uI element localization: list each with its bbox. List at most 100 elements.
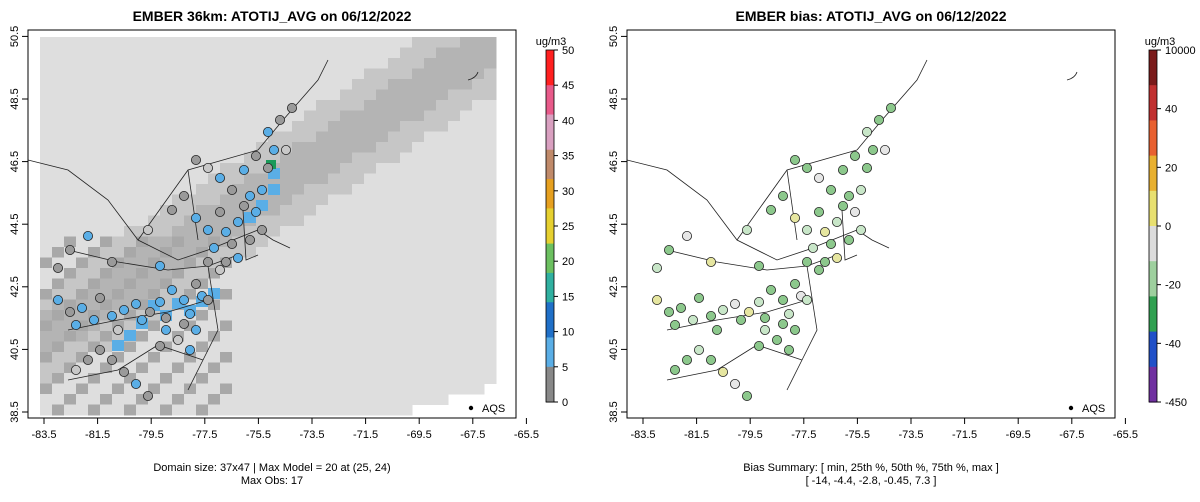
grid-cell bbox=[208, 194, 221, 206]
model-panel: EMBER 36km: ATOTIJ_AVG on 06/12/2022 -83… bbox=[9, 8, 574, 487]
grid-cell bbox=[472, 299, 485, 311]
grid-cell bbox=[100, 383, 113, 395]
grid-cell bbox=[400, 110, 413, 122]
grid-cell bbox=[280, 394, 293, 405]
grid-cell bbox=[484, 68, 497, 80]
colorbar-segment bbox=[1149, 96, 1157, 104]
colorbar-segment bbox=[546, 231, 554, 239]
colorbar-segment bbox=[1149, 184, 1157, 192]
y-tick-label: 46.5 bbox=[9, 151, 21, 172]
grid-cell bbox=[160, 257, 173, 269]
grid-cell bbox=[448, 79, 461, 90]
colorbar-tick-label: 10000 bbox=[1165, 45, 1196, 57]
colorbar-segment bbox=[1149, 284, 1157, 292]
grid-cell bbox=[268, 226, 281, 237]
grid-cell bbox=[124, 173, 137, 185]
grid-cell bbox=[172, 110, 185, 122]
grid-cell bbox=[472, 110, 485, 122]
grid-cell bbox=[160, 184, 173, 195]
grid-cell bbox=[340, 121, 353, 132]
grid-cell bbox=[208, 47, 221, 59]
grid-cell bbox=[364, 173, 377, 185]
grid-cell bbox=[184, 404, 197, 416]
grid-cell bbox=[232, 299, 245, 311]
grid-cell bbox=[436, 310, 449, 321]
grid-cell bbox=[244, 205, 257, 216]
grid-cell bbox=[460, 131, 473, 143]
grid-cell bbox=[124, 320, 137, 332]
colorbar-segment bbox=[1149, 61, 1157, 69]
grid-cell bbox=[460, 173, 473, 185]
grid-cell bbox=[52, 142, 65, 153]
grid-cell bbox=[304, 215, 317, 227]
grid-cell bbox=[88, 100, 101, 111]
grid-cell bbox=[184, 58, 197, 69]
grid-cell bbox=[232, 226, 245, 237]
bias-footer-line-2: [ -14, -4.4, -2.8, -0.45, 7.3 ] bbox=[806, 475, 937, 487]
grid-cell bbox=[88, 79, 101, 90]
grid-cell bbox=[256, 89, 269, 101]
grid-cell bbox=[76, 383, 89, 395]
grid-cell bbox=[316, 100, 329, 111]
grid-cell bbox=[52, 236, 65, 248]
grid-cell bbox=[136, 205, 149, 216]
grid-cell bbox=[280, 194, 293, 206]
grid-cell bbox=[136, 383, 149, 395]
grid-cell bbox=[268, 362, 281, 374]
grid-cell bbox=[64, 89, 77, 101]
obs-site-marker bbox=[268, 144, 279, 155]
grid-cell bbox=[280, 173, 293, 185]
grid-cell bbox=[448, 173, 461, 185]
grid-cell bbox=[220, 163, 233, 174]
grid-cell bbox=[352, 100, 365, 111]
bias-site-marker bbox=[886, 103, 897, 114]
grid-cell bbox=[148, 383, 161, 395]
bias-site-marker bbox=[754, 296, 765, 307]
grid-cell bbox=[268, 79, 281, 90]
grid-cell bbox=[328, 131, 341, 143]
grid-cell bbox=[64, 194, 77, 206]
grid-cell bbox=[352, 58, 365, 69]
grid-cell bbox=[208, 215, 221, 227]
grid-cell bbox=[268, 268, 281, 279]
model-colorbar bbox=[545, 49, 555, 403]
grid-cell bbox=[136, 37, 149, 48]
bias-panel-title: EMBER bias: ATOTIJ_AVG on 06/12/2022 bbox=[735, 8, 1006, 24]
grid-cell bbox=[112, 352, 125, 363]
grid-cell bbox=[328, 373, 341, 384]
colorbar-segment bbox=[546, 149, 554, 157]
grid-cell bbox=[208, 268, 221, 279]
grid-cell bbox=[472, 100, 485, 111]
colorbar-segment bbox=[546, 155, 554, 163]
grid-cell bbox=[328, 299, 341, 311]
grid-cell bbox=[112, 331, 125, 342]
grid-cell bbox=[436, 299, 449, 311]
grid-cell bbox=[472, 289, 485, 300]
grid-cell bbox=[292, 121, 305, 132]
grid-cell bbox=[400, 37, 413, 48]
grid-cell bbox=[232, 404, 245, 416]
grid-cell bbox=[316, 404, 329, 416]
grid-cell bbox=[448, 58, 461, 69]
grid-cell-high bbox=[244, 212, 256, 223]
colorbar-segment bbox=[546, 108, 554, 116]
grid-cell bbox=[340, 299, 353, 311]
grid-cell bbox=[52, 79, 65, 90]
grid-cell bbox=[244, 362, 257, 374]
grid-cell bbox=[484, 58, 497, 69]
grid-cell bbox=[280, 373, 293, 384]
grid-cell bbox=[76, 131, 89, 143]
colorbar-segment bbox=[546, 331, 554, 339]
grid-cell bbox=[472, 58, 485, 69]
x-tick-label: -83.5 bbox=[630, 429, 655, 441]
grid-cell bbox=[292, 226, 305, 237]
obs-site-marker bbox=[214, 172, 225, 183]
grid-cell bbox=[304, 110, 317, 122]
grid-cell bbox=[412, 100, 425, 111]
grid-cell bbox=[88, 352, 101, 363]
colorbar-segment bbox=[1149, 196, 1157, 204]
obs-site-marker bbox=[256, 224, 267, 235]
grid-cell bbox=[136, 121, 149, 132]
grid-cell bbox=[376, 89, 389, 101]
grid-cell bbox=[256, 68, 269, 80]
